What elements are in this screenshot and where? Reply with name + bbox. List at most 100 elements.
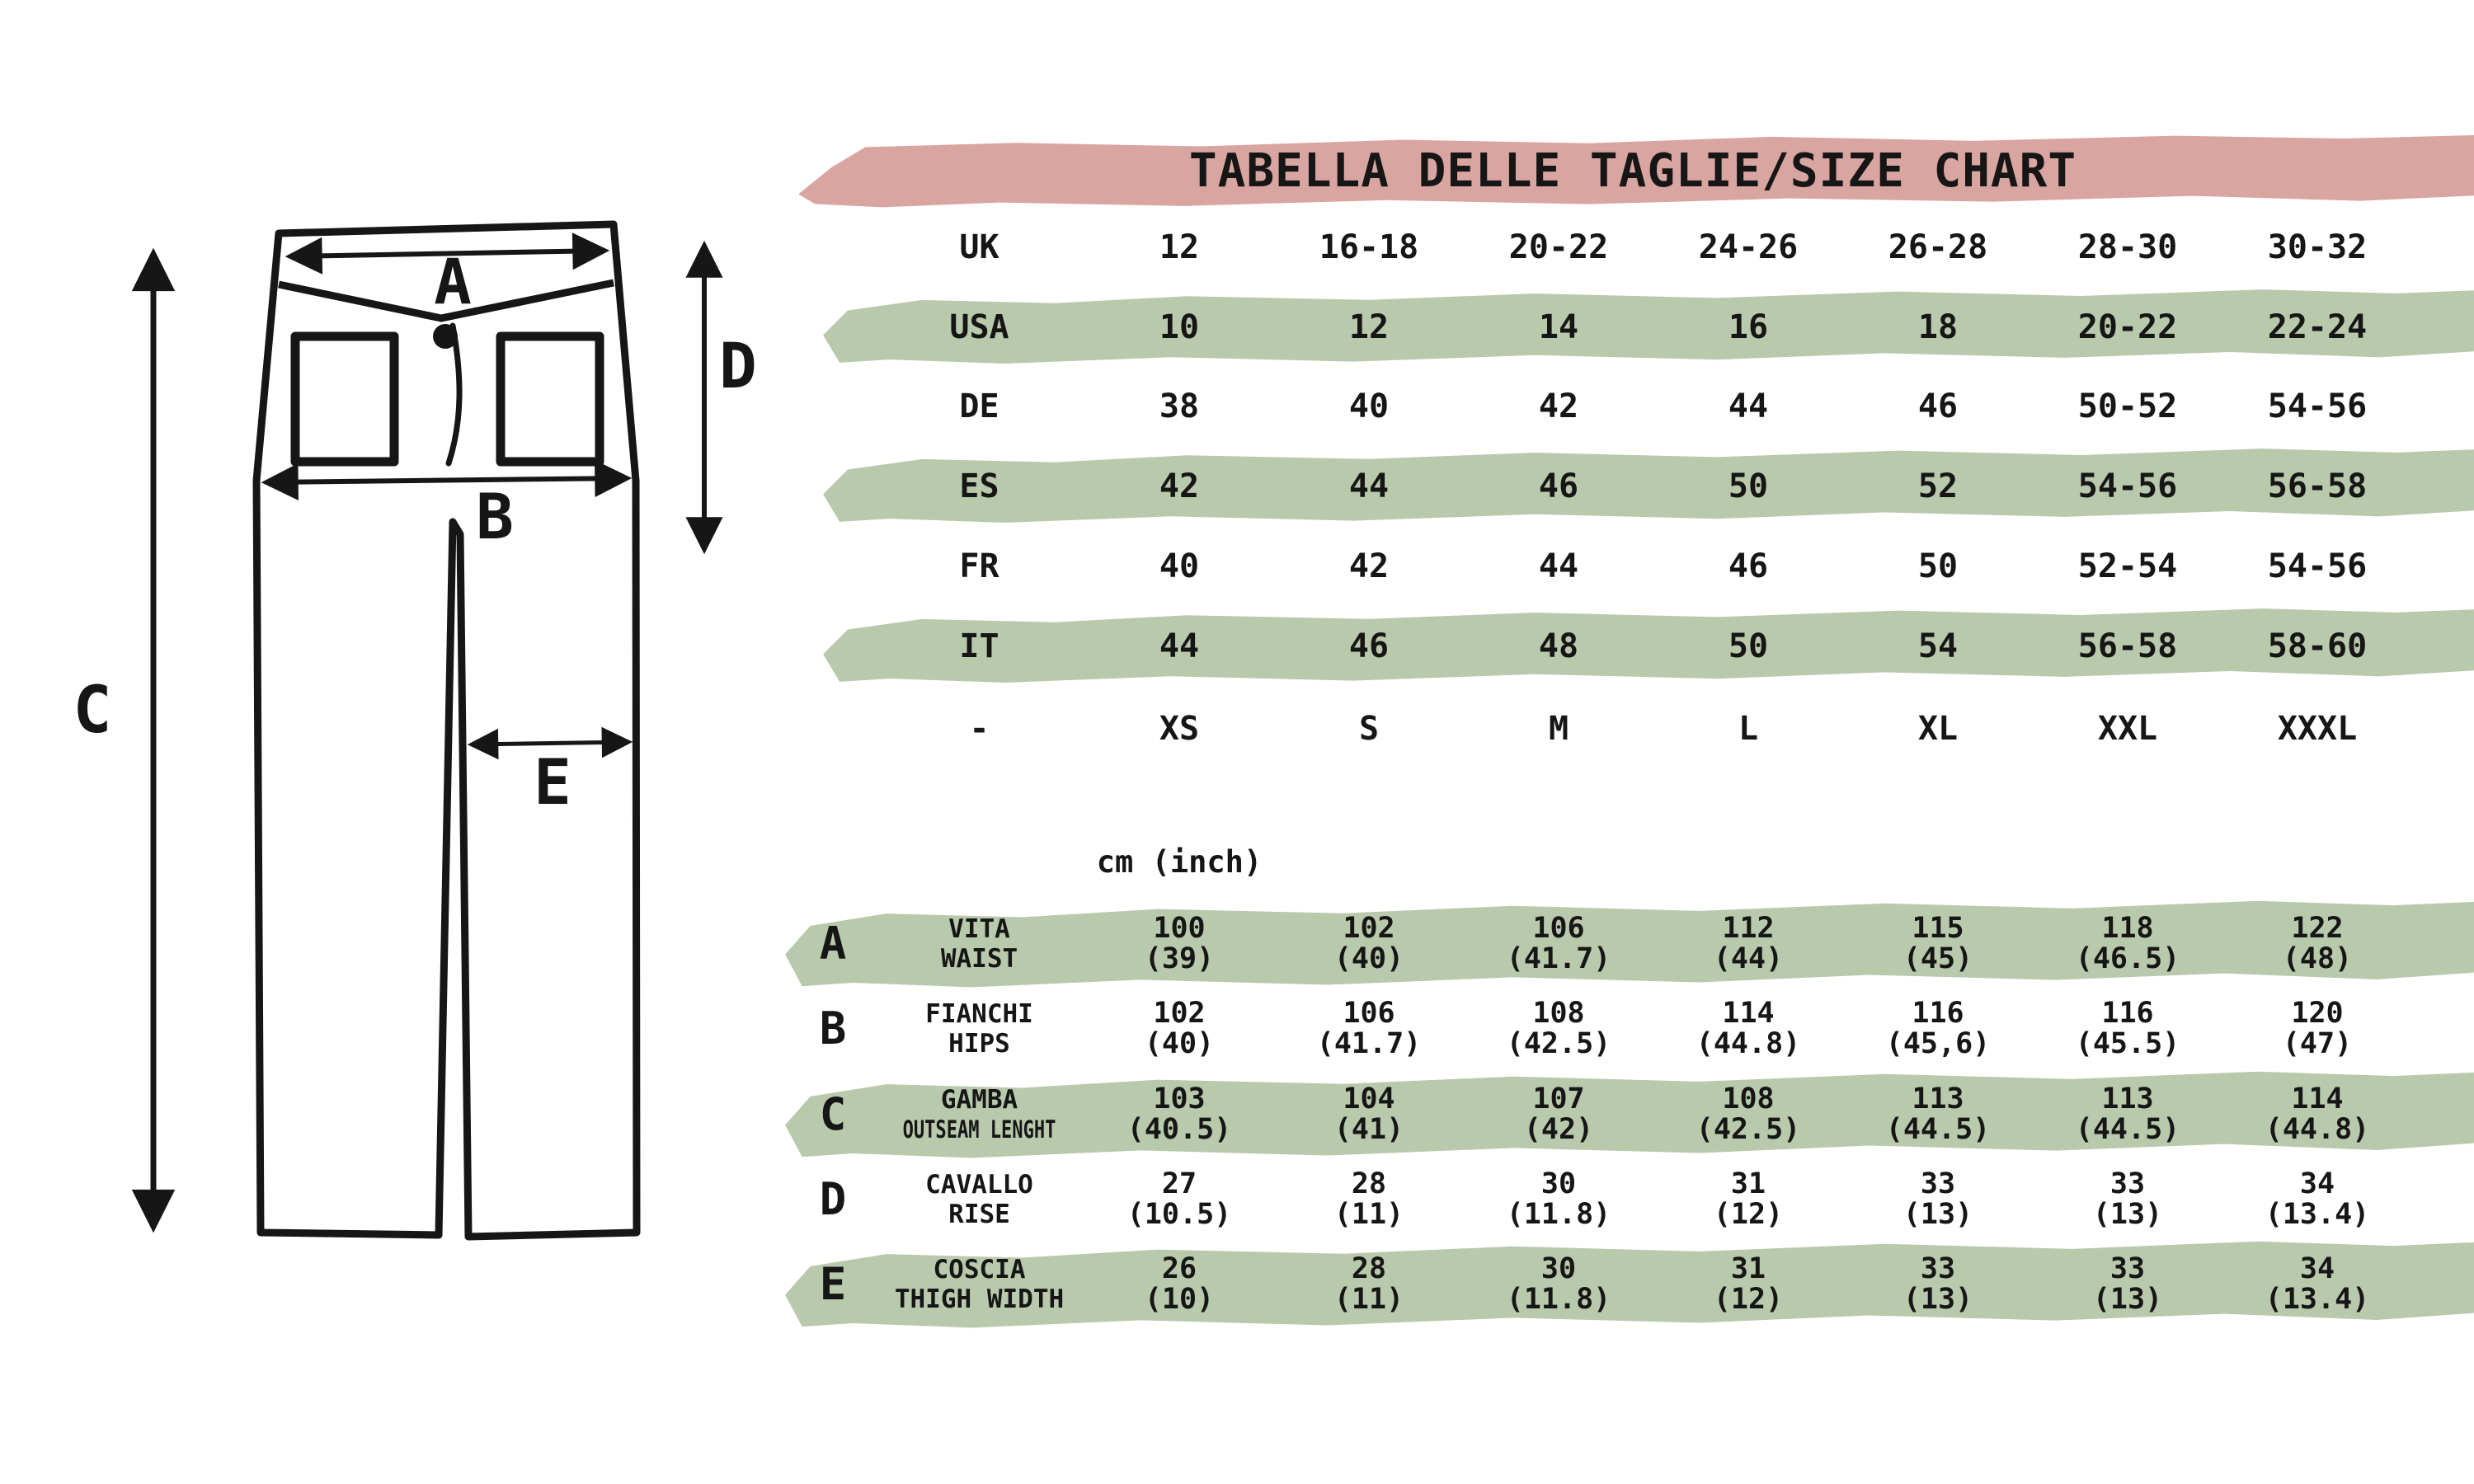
size-value: 16: [1728, 308, 1769, 346]
size-value: 46: [1348, 627, 1390, 665]
size-value: 40: [1159, 547, 1200, 585]
size-value: 20-22: [2077, 308, 2178, 346]
value-cm: 116: [1912, 997, 1964, 1030]
size-value: 50: [1728, 627, 1769, 665]
value-inch: (40): [1144, 1027, 1215, 1060]
size-value: 54-56: [2077, 467, 2178, 505]
measure-value: 103 (40.5): [1084, 1084, 1274, 1145]
measure-label: VITA WAIST: [874, 914, 1084, 974]
measure-value: 118 (46.5): [2033, 913, 2222, 974]
chart-title: TABELLA DELLE TAGLIE/SIZE CHART: [1188, 144, 2077, 198]
value-inch: (13): [1903, 1283, 1973, 1316]
value-inch: (11): [1333, 1198, 1404, 1231]
measure-value: 100 (39): [1084, 913, 1274, 974]
value-cm: 103: [1153, 1082, 1206, 1115]
size-value: 50-52: [2077, 387, 2178, 425]
units-label: cm (inch): [1096, 844, 1263, 880]
value-inch: (42): [1523, 1113, 1594, 1146]
measure-value: 113 (44.5): [2033, 1084, 2222, 1145]
pants-outline: [252, 220, 641, 1241]
value-inch: (13.4): [2265, 1283, 2370, 1316]
measure-value: 106 (41.7): [1464, 913, 1653, 974]
size-value: L: [1738, 710, 1759, 748]
label-a: A: [434, 245, 472, 318]
value-cm: 106: [1343, 997, 1395, 1030]
value-inch: (13): [2092, 1283, 2163, 1316]
value-cm: 34: [2299, 1252, 2335, 1285]
region-label: -: [969, 710, 990, 748]
value-cm: 100: [1153, 912, 1206, 945]
value-inch: (12): [1713, 1198, 1784, 1231]
size-row-it: IT 44 46 48 50 54 56-58 58-60: [792, 607, 2474, 686]
measure-value: 30 (11.8): [1464, 1169, 1653, 1230]
value-inch: (45): [1903, 942, 1973, 975]
measurement-row-d: D CAVALLO RISE 27 (10.5) 28 (11) 30 (11.8) 31 (12)…: [792, 1158, 2474, 1241]
value-inch: (45.5): [2075, 1027, 2180, 1060]
size-value: 44: [1159, 627, 1200, 665]
value-inch: (11.8): [1506, 1198, 1611, 1231]
size-value: 50: [1917, 547, 1959, 585]
size-value: 54-56: [2267, 387, 2368, 425]
size-value: 26-28: [1888, 228, 1988, 266]
measure-value: 116 (45,6): [1843, 998, 2033, 1059]
measure-label: FIANCHI HIPS: [874, 999, 1084, 1059]
measure-label-it: FIANCHI: [925, 999, 1033, 1029]
measure-label-en: RISE: [948, 1200, 1010, 1229]
size-row-es: ES 42 44 46 50 52 54-56 56-58: [792, 447, 2474, 526]
value-inch: (10): [1144, 1283, 1215, 1316]
value-inch: (44.8): [2265, 1113, 2370, 1146]
size-row-fr: FR 40 42 44 46 50 52-54 54-56: [792, 527, 2474, 606]
size-value: 56-58: [2077, 627, 2178, 665]
size-value: 12: [1159, 228, 1200, 266]
region-label: FR: [959, 547, 999, 585]
size-value: 10: [1159, 308, 1200, 346]
measure-value: 106 (41.7): [1274, 998, 1464, 1059]
value-inch: (40.5): [1126, 1113, 1232, 1146]
size-value: 44: [1348, 467, 1390, 505]
size-value: 20-22: [1508, 228, 1609, 266]
size-value: 30-32: [2267, 228, 2368, 266]
value-cm: 115: [1912, 912, 1964, 945]
size-value: 50: [1728, 467, 1769, 505]
value-cm: 112: [1722, 912, 1775, 945]
measure-value: 27 (10.5): [1084, 1169, 1274, 1230]
value-inch: (42.5): [1696, 1113, 1801, 1146]
value-cm: 108: [1722, 1082, 1775, 1115]
measure-value: 108 (42.5): [1653, 1084, 1843, 1145]
value-cm: 102: [1343, 912, 1395, 945]
measure-label-en: THIGH WIDTH: [894, 1284, 1065, 1314]
value-cm: 114: [1722, 997, 1775, 1030]
size-value: XXL: [2097, 710, 2158, 748]
size-value: 18: [1917, 308, 1959, 346]
measure-value: 104 (41): [1274, 1084, 1464, 1145]
value-inch: (12): [1713, 1283, 1784, 1316]
measure-label-it: VITA: [948, 914, 1010, 944]
measure-letter: B: [819, 1003, 847, 1054]
value-inch: (11): [1333, 1283, 1404, 1316]
value-inch: (45,6): [1885, 1027, 1991, 1060]
arrow-a: [285, 232, 610, 275]
measurement-row-b: B FIANCHI HIPS 102 (40) 106 (41.7) 108 (42.5) 114…: [792, 988, 2474, 1070]
measure-value: 31 (12): [1653, 1169, 1843, 1230]
label-e: E: [534, 745, 571, 819]
size-value: 58-60: [2267, 627, 2368, 665]
size-value: 52: [1917, 467, 1959, 505]
value-cm: 102: [1153, 997, 1206, 1030]
value-cm: 30: [1540, 1167, 1577, 1200]
size-value: 56-58: [2267, 467, 2368, 505]
value-cm: 33: [2109, 1252, 2146, 1285]
value-inch: (13): [1903, 1198, 1973, 1231]
size-value: 12: [1348, 308, 1390, 346]
value-cm: 107: [1532, 1082, 1585, 1115]
size-value: 44: [1728, 387, 1769, 425]
value-cm: 33: [1920, 1252, 1956, 1285]
size-value: XL: [1917, 710, 1959, 748]
measure-value: 34 (13.4): [2222, 1169, 2412, 1230]
measure-value: 115 (45): [1843, 913, 2033, 974]
measure-label-it: GAMBA: [940, 1085, 1018, 1115]
value-cm: 33: [2109, 1167, 2146, 1200]
measure-value: 33 (13): [1843, 1169, 2033, 1230]
value-inch: (44.5): [1885, 1113, 1991, 1146]
value-inch: (41.7): [1506, 942, 1611, 975]
